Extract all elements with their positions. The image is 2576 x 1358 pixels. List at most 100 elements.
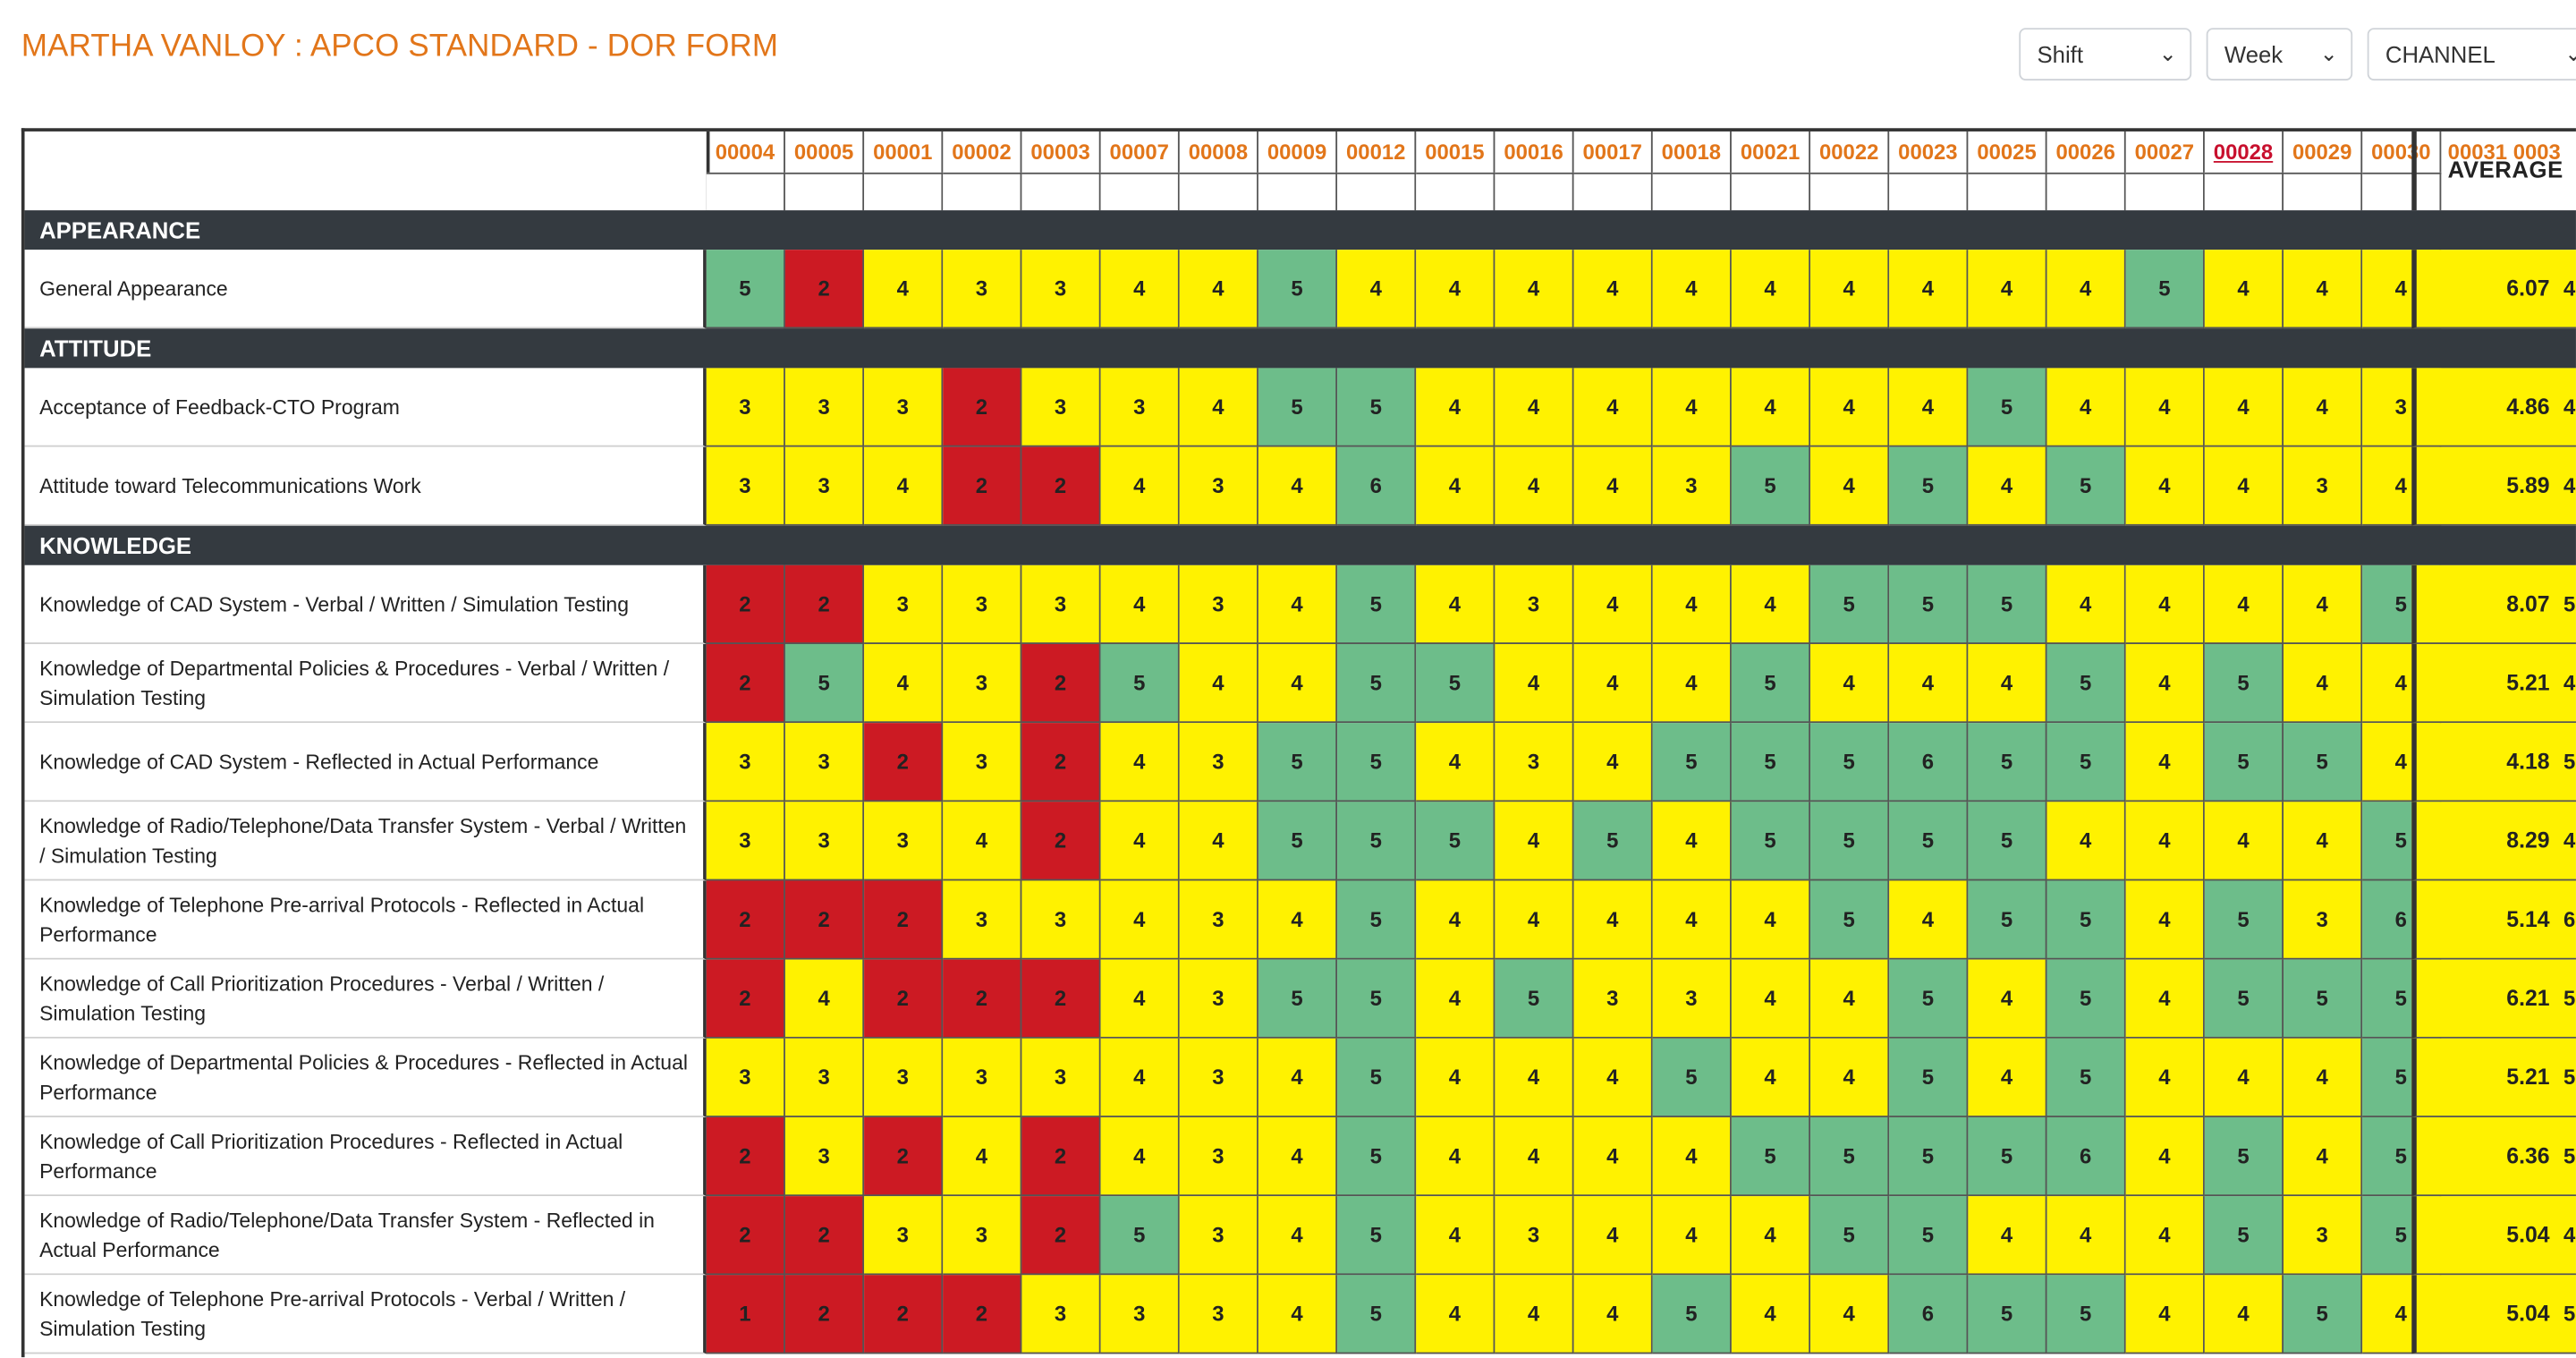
score-cell[interactable]: 4 <box>1968 1196 2047 1276</box>
score-cell[interactable]: 2 <box>1021 959 1101 1039</box>
score-cell[interactable]: 4 <box>1731 1038 1811 1117</box>
score-cell[interactable]: 3 <box>1179 1275 1258 1354</box>
column-header-00025[interactable]: 00025 <box>1968 131 2047 173</box>
score-cell[interactable]: 4 <box>2125 1038 2205 1117</box>
score-cell[interactable]: 5 <box>1889 1196 1969 1276</box>
score-cell[interactable]: 2 <box>864 1116 944 1197</box>
score-cell[interactable]: 4 <box>2284 368 2363 447</box>
score-cell[interactable]: 5 <box>1337 880 1417 960</box>
score-cell[interactable]: 4 <box>1810 643 1890 724</box>
score-cell[interactable]: 4 <box>1495 446 1574 526</box>
score-cell[interactable]: 3 <box>1495 723 1574 802</box>
score-cell[interactable]: 4 <box>864 643 944 724</box>
column-header-00003[interactable]: 00003 <box>1021 131 1101 173</box>
score-cell[interactable]: 4 <box>1179 368 1258 447</box>
score-cell[interactable]: 4 <box>1337 250 1417 329</box>
score-cell[interactable]: 4 <box>1968 250 2047 329</box>
score-cell[interactable]: 3 <box>1495 1196 1574 1276</box>
score-cell[interactable]: 3 <box>1179 723 1258 802</box>
score-cell[interactable]: 3 <box>1652 446 1732 526</box>
score-cell[interactable]: 4 <box>1968 1038 2047 1117</box>
score-cell[interactable]: 2 <box>784 1275 865 1354</box>
score-cell[interactable]: 5 <box>1100 1196 1180 1276</box>
score-cell[interactable]: 5 <box>1337 368 1417 447</box>
score-cell[interactable]: 4 <box>2204 802 2284 881</box>
score-cell[interactable]: 2 <box>943 368 1022 447</box>
score-cell[interactable]: 5 <box>2284 959 2363 1039</box>
score-cell[interactable]: 4 <box>1416 446 1496 526</box>
score-cell[interactable]: 2 <box>943 1275 1022 1354</box>
score-cell[interactable]: 4 <box>1100 802 1180 881</box>
score-cell[interactable]: 4 <box>1179 250 1258 329</box>
score-cell[interactable]: 4 <box>2125 1196 2205 1276</box>
score-cell[interactable]: 5 <box>1652 1038 1732 1117</box>
score-cell[interactable]: 5 <box>1889 564 1969 644</box>
score-cell[interactable]: 4 <box>1495 802 1574 881</box>
score-cell[interactable]: 5 <box>1337 1116 1417 1197</box>
score-cell[interactable]: 4 <box>2284 1038 2363 1117</box>
score-cell[interactable]: 5 <box>2046 959 2126 1039</box>
score-cell[interactable]: 2 <box>943 959 1022 1039</box>
score-cell[interactable]: 4 <box>1100 1116 1180 1197</box>
score-cell[interactable]: 5 <box>2204 959 2284 1039</box>
score-cell[interactable]: 4 <box>2125 368 2205 447</box>
score-cell[interactable]: 4 <box>784 959 865 1039</box>
score-cell[interactable]: 2 <box>943 446 1022 526</box>
score-cell[interactable]: 3 <box>943 250 1022 329</box>
score-cell[interactable]: 5 <box>1889 1116 1969 1197</box>
score-cell[interactable]: 4 <box>1731 880 1811 960</box>
score-cell[interactable]: 4 <box>1258 880 1338 960</box>
score-cell[interactable]: 4 <box>1416 250 1496 329</box>
score-cell[interactable]: 5 <box>2046 880 2126 960</box>
score-cell[interactable]: 4 <box>1573 643 1653 724</box>
score-cell[interactable]: 4 <box>1573 1038 1653 1117</box>
score-cell[interactable]: 3 <box>1021 368 1101 447</box>
score-cell[interactable]: 4 <box>2204 250 2284 329</box>
score-cell[interactable]: 5 <box>1889 446 1969 526</box>
score-cell[interactable]: 5 <box>2284 1275 2363 1354</box>
column-header-00026[interactable]: 00026 <box>2047 131 2126 173</box>
column-header-00016[interactable]: 00016 <box>1495 131 1574 173</box>
score-cell[interactable]: 4 <box>1731 1275 1811 1354</box>
score-cell[interactable]: 3 <box>1652 959 1732 1039</box>
score-cell[interactable]: 2 <box>1021 1196 1101 1276</box>
score-cell[interactable]: 3 <box>1179 1038 1258 1117</box>
score-cell[interactable]: 4 <box>1100 564 1180 644</box>
score-cell[interactable]: 2 <box>864 723 944 802</box>
score-cell[interactable]: 3 <box>943 723 1022 802</box>
score-cell[interactable]: 3 <box>943 1038 1022 1117</box>
score-cell[interactable]: 2 <box>706 880 785 960</box>
score-cell[interactable]: 3 <box>784 802 865 881</box>
column-header-00017[interactable]: 00017 <box>1574 131 1653 173</box>
score-cell[interactable]: 3 <box>1179 564 1258 644</box>
score-cell[interactable]: 3 <box>864 1038 944 1117</box>
score-cell[interactable]: 4 <box>1416 368 1496 447</box>
score-cell[interactable]: 4 <box>1100 880 1180 960</box>
score-cell[interactable]: 4 <box>1416 1116 1496 1197</box>
column-header-00012[interactable]: 00012 <box>1337 131 1417 173</box>
score-cell[interactable]: 2 <box>784 250 865 329</box>
score-cell[interactable]: 3 <box>1573 959 1653 1039</box>
score-cell[interactable]: 2 <box>706 959 785 1039</box>
score-cell[interactable]: 4 <box>864 250 944 329</box>
score-cell[interactable]: 5 <box>1810 1116 1890 1197</box>
score-cell[interactable]: 5 <box>2125 250 2205 329</box>
score-cell[interactable]: 4 <box>1495 1275 1574 1354</box>
score-cell[interactable]: 4 <box>1416 959 1496 1039</box>
column-header-00001[interactable]: 00001 <box>864 131 944 173</box>
score-cell[interactable]: 4 <box>864 446 944 526</box>
score-cell[interactable]: 4 <box>2284 1116 2363 1197</box>
score-cell[interactable]: 2 <box>706 564 785 644</box>
score-cell[interactable]: 3 <box>2284 880 2363 960</box>
score-cell[interactable]: 4 <box>2046 564 2126 644</box>
score-cell[interactable]: 5 <box>1968 723 2047 802</box>
score-cell[interactable]: 4 <box>1495 250 1574 329</box>
column-header-00004[interactable]: 00004 <box>707 131 785 173</box>
score-cell[interactable]: 5 <box>1258 250 1338 329</box>
score-cell[interactable]: 4 <box>1573 250 1653 329</box>
score-cell[interactable]: 4 <box>1416 564 1496 644</box>
score-cell[interactable]: 4 <box>1652 564 1732 644</box>
score-cell[interactable]: 5 <box>1337 1196 1417 1276</box>
score-cell[interactable]: 4 <box>943 802 1022 881</box>
column-header-00022[interactable]: 00022 <box>1810 131 1890 173</box>
